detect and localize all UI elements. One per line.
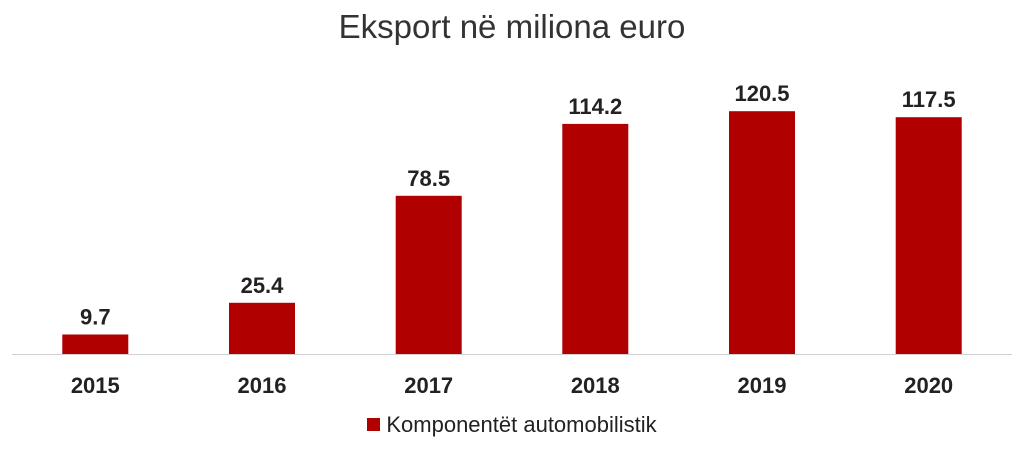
data-label-2019: 120.5 [734, 81, 789, 106]
bar-2018 [562, 123, 629, 355]
x-tick-label-2015: 2015 [71, 373, 120, 398]
bar-2015 [62, 334, 129, 354]
data-label-2016: 25.4 [241, 273, 285, 298]
x-tick-label-2020: 2020 [904, 373, 953, 398]
data-label-2020: 117.5 [902, 87, 956, 112]
x-tick-label-2017: 2017 [404, 373, 453, 398]
chart-title: Eksport në miliona euro [338, 8, 686, 45]
bar-2017 [395, 195, 462, 354]
legend-label: Komponentët automobilistik [386, 412, 657, 437]
data-label-2018: 114.2 [568, 94, 622, 119]
bar-2016 [229, 302, 295, 354]
x-tick-label-2019: 2019 [738, 373, 787, 398]
x-tick-label-2018: 2018 [571, 373, 620, 398]
data-label-2017: 78.5 [407, 166, 450, 191]
data-label-2015: 9.7 [80, 305, 111, 330]
bar-2020 [895, 117, 962, 354]
legend: Komponentët automobilistik [0, 412, 1024, 438]
legend-swatch [367, 418, 381, 431]
x-tick-label-2016: 2016 [238, 373, 287, 398]
bar-2019 [729, 111, 795, 354]
